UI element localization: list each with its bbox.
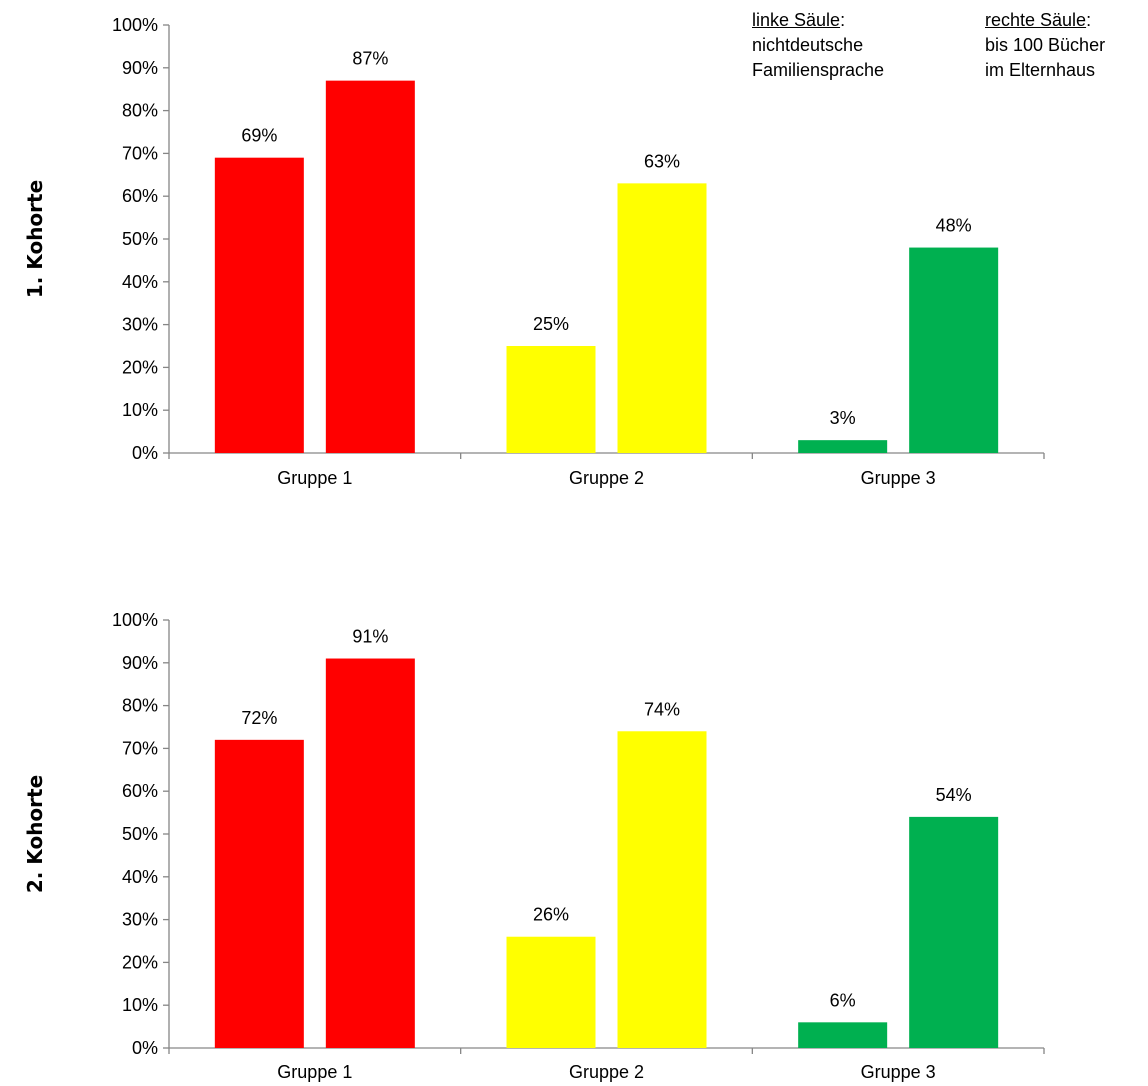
chart2-category-label: Gruppe 3 [861,1062,936,1082]
chart2-bar-2-left [506,936,596,1048]
legend-right-line2: im Elternhaus [985,60,1096,80]
chart2-y-tick-label: 100% [112,610,158,630]
chart1-y-tick-label: 80% [122,101,158,121]
chart2-y-tick-label: 60% [122,781,158,801]
chart2-y-tick-label: 20% [122,952,158,972]
chart2-bar-1-right [325,658,415,1048]
legend-right-line1: bis 100 Bücher [985,35,1106,55]
chart2-y-tick-label: 10% [122,995,158,1015]
chart1-data-label: 25% [533,314,569,334]
chart2-y-tick-label: 70% [122,738,158,758]
chart1-y-axis-title: 1. Kohorte [23,180,47,298]
legend-left: linke Säule: nichtdeutsche Familiensprac… [752,8,884,83]
chart1-y-tick-label: 70% [122,143,158,163]
chart2-y-tick-label: 0% [132,1038,158,1058]
chart1-bar-3-right [909,247,999,453]
chart1-bar-3-left [798,440,888,453]
chart2-data-label: 54% [936,785,972,805]
legend-left-line1: nichtdeutsche [752,35,864,55]
chart1-y-tick-label: 90% [122,58,158,78]
chart1-bar-2-right [617,183,707,454]
chart2-bar-1-left [214,739,304,1048]
chart1-data-label: 3% [830,408,856,428]
chart2-category-label: Gruppe 2 [569,1062,644,1082]
chart2-y-tick-label: 80% [122,696,158,716]
chart1-y-tick-label: 10% [122,400,158,420]
chart2-y-tick-label: 30% [122,910,158,930]
chart2-data-label: 6% [830,990,856,1010]
chart2-data-label: 72% [241,708,277,728]
chart2-y-axis-title: 2. Kohorte [23,775,47,893]
chart1-y-tick-label: 0% [132,443,158,463]
chart1-bar-2-left [506,346,596,453]
chart1-category-label: Gruppe 1 [277,468,352,488]
chart2-y-tick-label: 50% [122,824,158,844]
chart1-bar-1-right [325,80,415,453]
chart1-y-tick-label: 20% [122,357,158,377]
chart1-bar-1-left [214,157,304,453]
chart2-data-label: 91% [352,627,388,647]
chart1-y-tick-label: 30% [122,315,158,335]
legend-left-colon: : [840,10,846,30]
chart1-y-tick-label: 100% [112,15,158,35]
chart1-category-label: Gruppe 3 [861,468,936,488]
chart1-category-label: Gruppe 2 [569,468,644,488]
chart2-bar-3-right [909,816,999,1048]
legend-right-title-row: rechte Säule: [985,8,1105,33]
legend-right: rechte Säule: bis 100 Bücher im Elternha… [985,8,1105,83]
chart1-data-label: 63% [644,151,680,171]
legend-left-line2: Familiensprache [752,60,885,80]
chart2-y-tick-label: 40% [122,867,158,887]
chart1-data-label: 87% [352,49,388,69]
chart2-data-label: 74% [644,699,680,719]
chart1-data-label: 69% [241,126,277,146]
legend-right-title: rechte Säule [985,10,1087,30]
chart1-y-tick-label: 60% [122,186,158,206]
chart1-data-label: 48% [936,216,972,236]
chart2-bar-3-left [798,1022,888,1048]
chart2-bar-2-right [617,731,707,1048]
chart1-y-tick-label: 50% [122,229,158,249]
legend-left-title: linke Säule [752,10,841,30]
chart2-category-label: Gruppe 1 [277,1062,352,1082]
chart2-data-label: 26% [533,905,569,925]
chart2-y-tick-label: 90% [122,653,158,673]
legend-left-title-row: linke Säule: [752,8,884,33]
chart1-y-tick-label: 40% [122,272,158,292]
legend-right-colon: : [1086,10,1092,30]
